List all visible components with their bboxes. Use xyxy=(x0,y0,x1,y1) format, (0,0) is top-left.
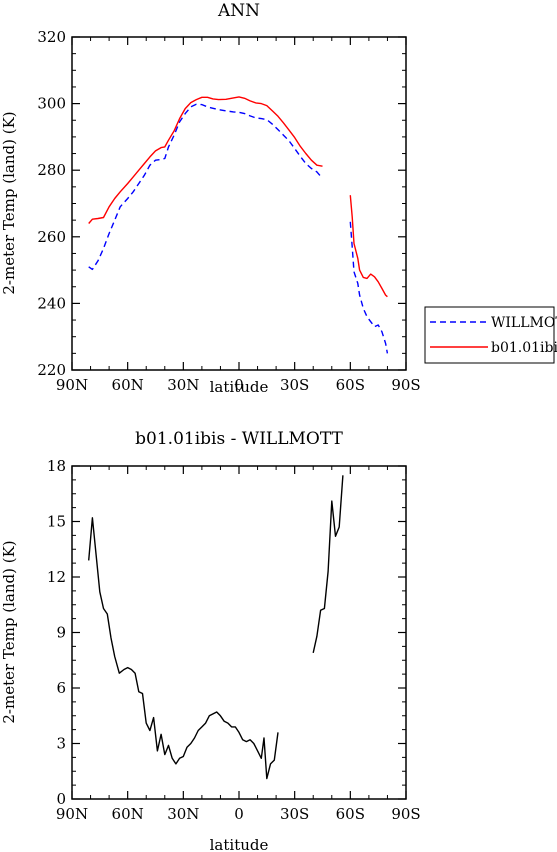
bottom-series-line-difference xyxy=(88,517,279,780)
top-series-lines xyxy=(88,96,389,354)
top-y-tick-label: 220 xyxy=(37,361,66,379)
bottom-y-ticks: 0 3 6 9 12 15 18 xyxy=(47,457,406,808)
bottom-y-tick-label: 12 xyxy=(47,568,66,586)
bottom-y-tick-label: 18 xyxy=(47,457,66,475)
top-y-axis-label: 2-meter Temp (land) (K) xyxy=(0,111,18,294)
bottom-series-line-difference xyxy=(312,475,344,654)
top-x-tick-label: 90N xyxy=(56,376,88,394)
bottom-x-tick-label: 60S xyxy=(336,805,365,823)
bottom-x-ticks: 90N 60N 30N 0 30S 60S 90S xyxy=(56,466,421,823)
top-y-tick-label: 260 xyxy=(37,228,66,246)
top-series-line-willmott xyxy=(349,221,389,354)
bottom-y-tick-label: 6 xyxy=(56,679,66,697)
top-x-tick-label: 30N xyxy=(167,376,199,394)
bottom-y-tick-label: 3 xyxy=(56,735,66,753)
bottom-y-tick-label: 9 xyxy=(56,624,66,642)
bottom-chart-title: b01.01ibis - WILLMOTT xyxy=(135,429,343,449)
top-chart-title: ANN xyxy=(217,1,260,21)
top-x-axis-label: latitude xyxy=(210,378,269,396)
legend-box xyxy=(424,306,555,364)
bottom-series-lines xyxy=(88,475,344,780)
legend-label-model: b01.01ibis xyxy=(491,340,557,356)
bottom-y-tick-label: 0 xyxy=(56,790,66,808)
top-x-tick-label: 0 xyxy=(234,376,244,394)
bottom-x-tick-label: 0 xyxy=(234,805,244,823)
top-x-ticks: 90N 60N 30N 0 30S 60S 90S xyxy=(56,37,421,394)
bottom-y-tick-label: 15 xyxy=(47,513,66,531)
top-x-tick-label: 30S xyxy=(280,376,309,394)
top-y-tick-label: 300 xyxy=(37,95,66,113)
bottom-x-tick-label: 30N xyxy=(167,805,199,823)
top-y-tick-label: 240 xyxy=(37,294,66,312)
top-chart: ANN 90N 60N 30N 0 30S 60S 90S 220 240 260 280 300 3… xyxy=(0,1,421,396)
top-plot-frame xyxy=(71,36,407,371)
top-x-tick-label: 60S xyxy=(336,376,365,394)
top-y-tick-label: 320 xyxy=(37,28,66,46)
bottom-chart: b01.01ibis - WILLMOTT 90N 60N 30N 0 30S 60S 90… xyxy=(0,429,421,852)
top-y-ticks: 220 240 260 280 300 320 xyxy=(37,28,406,379)
bottom-x-tick-label: 90N xyxy=(56,805,88,823)
bottom-x-tick-label: 30S xyxy=(280,805,309,823)
bottom-x-tick-label: 60N xyxy=(112,805,144,823)
bottom-x-axis-label: latitude xyxy=(210,836,269,852)
top-y-tick-label: 280 xyxy=(37,161,66,179)
top-series-line-b01-01ibis xyxy=(88,96,323,224)
legend: WILLMOTT b01.01ibis xyxy=(424,306,557,364)
bottom-y-axis-label: 2-meter Temp (land) (K) xyxy=(0,540,18,723)
legend-label-willmott: WILLMOTT xyxy=(491,315,557,331)
top-series-line-b01-01ibis xyxy=(349,195,388,298)
bottom-x-tick-label: 90S xyxy=(391,805,420,823)
top-x-tick-label: 60N xyxy=(112,376,144,394)
bottom-plot-frame xyxy=(71,465,407,800)
top-x-tick-label: 90S xyxy=(391,376,420,394)
top-series-line-willmott xyxy=(88,103,324,271)
